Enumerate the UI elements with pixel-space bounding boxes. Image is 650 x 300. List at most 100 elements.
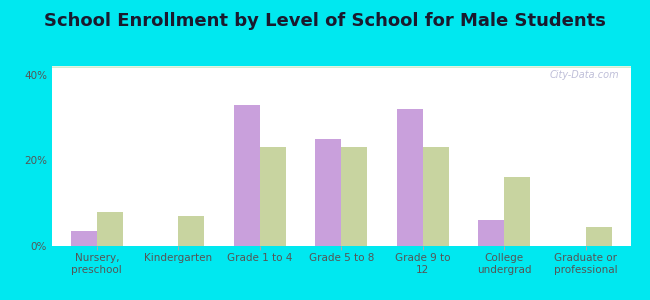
- Bar: [52, 66, 630, 67]
- Bar: [52, 67, 630, 68]
- Bar: [52, 67, 630, 68]
- Bar: [52, 67, 630, 68]
- Bar: [52, 67, 630, 68]
- Bar: [52, 67, 630, 68]
- Bar: [52, 67, 630, 68]
- Bar: [52, 67, 630, 68]
- Bar: [52, 67, 630, 68]
- Bar: [52, 67, 630, 68]
- Bar: [52, 67, 630, 68]
- Bar: [52, 67, 630, 68]
- Bar: [341, 147, 367, 246]
- Bar: [52, 66, 630, 67]
- Bar: [52, 66, 630, 67]
- Bar: [52, 66, 630, 67]
- Bar: [52, 66, 630, 67]
- Bar: [52, 66, 630, 67]
- Bar: [52, 66, 630, 67]
- Bar: [52, 66, 630, 67]
- Bar: [52, 67, 630, 68]
- Bar: [586, 227, 612, 246]
- Bar: [52, 66, 630, 67]
- Bar: [52, 67, 630, 68]
- Bar: [52, 66, 630, 67]
- Bar: [52, 67, 630, 68]
- Bar: [52, 67, 630, 68]
- Bar: [52, 67, 630, 68]
- Bar: [52, 67, 630, 68]
- Bar: [52, 67, 630, 68]
- Bar: [52, 67, 630, 68]
- Bar: [52, 67, 630, 68]
- Bar: [52, 67, 630, 68]
- Text: City-Data.com: City-Data.com: [549, 70, 619, 80]
- Bar: [52, 66, 630, 67]
- Bar: [52, 66, 630, 67]
- Bar: [52, 66, 630, 67]
- Bar: [52, 67, 630, 68]
- Bar: [52, 66, 630, 67]
- Bar: [52, 67, 630, 68]
- Bar: [504, 177, 530, 246]
- Bar: [52, 66, 630, 67]
- Bar: [52, 67, 630, 68]
- Bar: [52, 67, 630, 68]
- Bar: [52, 66, 630, 67]
- Bar: [52, 67, 630, 68]
- Bar: [52, 66, 630, 67]
- Bar: [52, 66, 630, 67]
- Bar: [52, 66, 630, 67]
- Bar: [52, 67, 630, 68]
- Bar: [52, 67, 630, 68]
- Bar: [52, 66, 630, 67]
- Bar: [52, 67, 630, 68]
- Bar: [52, 66, 630, 67]
- Bar: [52, 67, 630, 68]
- Bar: [52, 66, 630, 67]
- Bar: [52, 67, 630, 68]
- Bar: [52, 66, 630, 67]
- Bar: [52, 66, 630, 67]
- Bar: [52, 66, 630, 67]
- Bar: [52, 67, 630, 68]
- Bar: [52, 66, 630, 67]
- Bar: [52, 67, 630, 68]
- Bar: [52, 67, 630, 68]
- Bar: [52, 66, 630, 67]
- Bar: [52, 66, 630, 67]
- Bar: [52, 67, 630, 68]
- Bar: [234, 105, 260, 246]
- Bar: [52, 66, 630, 67]
- Bar: [52, 66, 630, 67]
- Bar: [52, 67, 630, 68]
- Bar: [52, 66, 630, 67]
- Bar: [52, 67, 630, 68]
- Bar: [52, 66, 630, 67]
- Bar: [52, 66, 630, 67]
- Bar: [52, 66, 630, 67]
- Bar: [52, 66, 630, 67]
- Bar: [52, 66, 630, 67]
- Bar: [52, 67, 630, 68]
- Bar: [52, 67, 630, 68]
- Bar: [52, 66, 630, 67]
- Bar: [52, 66, 630, 67]
- Bar: [52, 67, 630, 68]
- Bar: [52, 67, 630, 68]
- Bar: [52, 67, 630, 68]
- Bar: [52, 67, 630, 68]
- Bar: [52, 67, 630, 68]
- Bar: [52, 67, 630, 68]
- Bar: [52, 66, 630, 67]
- Bar: [52, 67, 630, 68]
- Bar: [52, 67, 630, 68]
- Bar: [52, 66, 630, 67]
- Bar: [52, 66, 630, 67]
- Bar: [52, 67, 630, 68]
- Bar: [52, 67, 630, 68]
- Bar: [52, 67, 630, 68]
- Bar: [52, 67, 630, 68]
- Bar: [52, 67, 630, 68]
- Bar: [52, 66, 630, 67]
- Bar: [52, 67, 630, 68]
